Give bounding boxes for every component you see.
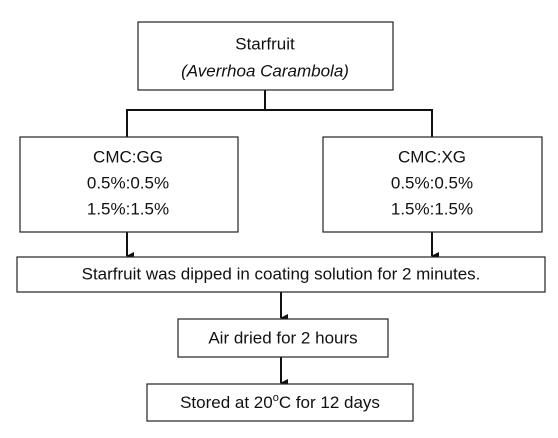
superscript: o bbox=[273, 392, 279, 404]
node-box bbox=[16, 256, 546, 293]
label-part: Stored at 20 bbox=[180, 393, 273, 412]
node-label: CMC:GG bbox=[93, 147, 163, 166]
node-label: (Averrhoa Carambola) bbox=[181, 61, 349, 80]
node-label: 0.5%:0.5% bbox=[391, 173, 473, 192]
node-label: Stored at 20oC for 12 days bbox=[180, 392, 380, 413]
node-label: Air dried for 2 hours bbox=[208, 328, 357, 347]
label-part: C for 12 days bbox=[279, 393, 380, 412]
connector bbox=[126, 109, 433, 137]
node-box bbox=[137, 21, 394, 91]
node-box bbox=[19, 136, 239, 233]
node-label: Starfruit was dipped in coating solution… bbox=[82, 264, 481, 283]
node-box bbox=[146, 383, 414, 422]
node-label: 0.5%:0.5% bbox=[87, 173, 169, 192]
node-box bbox=[322, 136, 543, 233]
node-box bbox=[177, 318, 389, 358]
node-label: Starfruit bbox=[235, 34, 295, 53]
node-label: 1.5%:1.5% bbox=[87, 199, 169, 218]
node-label: CMC:XG bbox=[398, 147, 466, 166]
node-label: 1.5%:1.5% bbox=[391, 199, 473, 218]
